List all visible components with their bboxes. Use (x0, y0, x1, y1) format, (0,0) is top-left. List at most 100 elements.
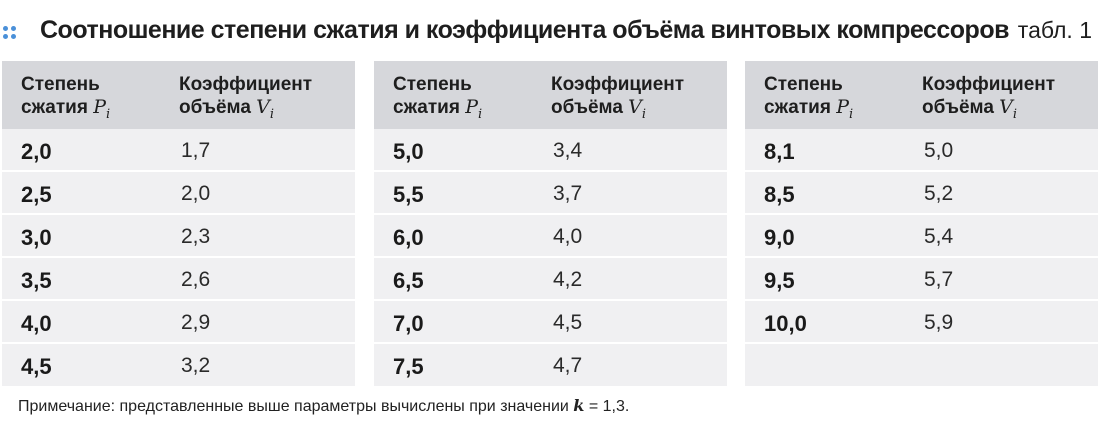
row-divider (374, 299, 727, 301)
symbol-v: V (999, 96, 1013, 118)
row-divider (745, 342, 1098, 344)
symbol-p: P (836, 96, 849, 118)
table-row: 6,5 4,2 (374, 258, 727, 301)
header-col2-line1: Коэффициент (551, 74, 685, 95)
table-number: табл. 1 (1017, 17, 1092, 43)
header-col2-line1: Коэффициент (922, 74, 1056, 95)
header-compression-ratio: Степень сжатия Pi (393, 74, 482, 126)
row-divider (745, 299, 1098, 301)
symbol-v-sub: i (1012, 106, 1018, 122)
volume-coefficient-cell: 3,2 (181, 354, 211, 377)
volume-coefficient-cell: 1,7 (181, 139, 211, 162)
compression-ratio-cell: 5,5 (393, 182, 424, 207)
footnote-prefix: Примечание: представленные выше параметр… (18, 398, 574, 415)
volume-coefficient-cell: 4,2 (553, 268, 583, 291)
table-row: 3,0 2,3 (2, 215, 355, 258)
header-col2-symbol: Vi (999, 96, 1017, 122)
table-row: 2,5 2,0 (2, 172, 355, 215)
compression-ratio-cell: 7,0 (393, 311, 424, 336)
symbol-v-sub: i (269, 106, 275, 122)
header-volume-coefficient: Коэффициент объёма Vi (922, 74, 1055, 126)
header-col2-line2: объёма (922, 97, 994, 118)
compression-ratio-cell: 8,1 (764, 139, 795, 164)
header-col1-symbol: Pi (836, 96, 853, 122)
table-row: 5,5 3,7 (374, 172, 727, 215)
compression-ratio-cell: 3,0 (21, 225, 52, 250)
table-header: Степень сжатия Pi Коэффициент объёма Vi (745, 61, 1098, 129)
compression-ratio-cell: 4,0 (21, 311, 52, 336)
volume-coefficient-cell: 5,2 (924, 182, 954, 205)
row-divider (374, 213, 727, 215)
table-row: 10,0 5,9 (745, 301, 1098, 344)
table-row: 9,0 5,4 (745, 215, 1098, 258)
header-col2-symbol: Vi (628, 96, 646, 122)
compression-ratio-cell: 7,5 (393, 354, 424, 379)
footnote-suffix: = 1,3. (584, 398, 630, 415)
header-compression-ratio: Степень сжатия Pi (764, 74, 853, 126)
table-row: 8,1 5,0 (745, 129, 1098, 172)
row-divider (2, 299, 355, 301)
bullet-dots-icon (3, 26, 19, 40)
volume-coefficient-cell: 3,4 (553, 139, 583, 162)
volume-coefficient-cell: 3,7 (553, 182, 583, 205)
header-compression-ratio: Степень сжатия Pi (21, 74, 110, 126)
compression-ratio-cell: 10,0 (764, 311, 807, 336)
volume-coefficient-cell: 4,7 (553, 354, 583, 377)
row-divider (374, 342, 727, 344)
symbol-p-sub: i (849, 106, 854, 122)
row-divider (745, 170, 1098, 172)
header-col2-line2: объёма (179, 97, 251, 118)
symbol-p-sub: i (106, 106, 111, 122)
table-row: 7,0 4,5 (374, 301, 727, 344)
symbol-p: P (93, 96, 106, 118)
row-divider (374, 256, 727, 258)
table-row: 3,5 2,6 (2, 258, 355, 301)
table-panel-2: Степень сжатия Pi Коэффициент объёма Vi 5,0 3… (374, 61, 727, 386)
symbol-p: P (465, 96, 478, 118)
compression-ratio-cell: 3,5 (21, 268, 52, 293)
footnote-symbol: k (573, 396, 585, 415)
volume-coefficient-cell: 2,9 (181, 311, 211, 334)
symbol-v: V (256, 96, 270, 118)
table-row: 5,0 3,4 (374, 129, 727, 172)
compression-ratio-cell: 4,5 (21, 354, 52, 379)
row-divider (2, 342, 355, 344)
header-col1-line1: Степень (393, 74, 472, 95)
row-divider (745, 256, 1098, 258)
header-volume-coefficient: Коэффициент объёма Vi (179, 74, 312, 126)
table-row: 4,5 3,2 (2, 344, 355, 386)
symbol-v: V (628, 96, 642, 118)
row-divider (374, 170, 727, 172)
footnote: Примечание: представленные выше параметр… (18, 396, 629, 416)
table-panel-1: Степень сжатия Pi Коэффициент объёма Vi 2,0 1… (2, 61, 355, 386)
table-header: Степень сжатия Pi Коэффициент объёма Vi (2, 61, 355, 129)
table-title: Соотношение степени сжатия и коэффициент… (40, 16, 1009, 44)
header-col2-line1: Коэффициент (179, 74, 313, 95)
volume-coefficient-cell: 2,0 (181, 182, 211, 205)
symbol-p-sub: i (478, 106, 483, 122)
table-header: Степень сжатия Pi Коэффициент объёма Vi (374, 61, 727, 129)
volume-coefficient-cell: 2,3 (181, 225, 211, 248)
compression-ratio-cell: 2,0 (21, 139, 52, 164)
table-row: 6,0 4,0 (374, 215, 727, 258)
header-col1-symbol: Pi (465, 96, 482, 122)
compression-ratio-cell: 6,5 (393, 268, 424, 293)
header-col1-line2: сжатия (393, 97, 460, 118)
row-divider (2, 213, 355, 215)
volume-coefficient-cell: 4,0 (553, 225, 583, 248)
row-divider (745, 213, 1098, 215)
volume-coefficient-cell: 5,0 (924, 139, 954, 162)
row-divider (2, 170, 355, 172)
volume-coefficient-cell: 5,9 (924, 311, 954, 334)
symbol-v-sub: i (641, 106, 647, 122)
volume-coefficient-cell: 5,7 (924, 268, 954, 291)
table-row: 8,5 5,2 (745, 172, 1098, 215)
title-row: Соотношение степени сжатия и коэффициент… (0, 16, 1100, 50)
header-col2-line2: объёма (551, 97, 623, 118)
header-col1-symbol: Pi (93, 96, 110, 122)
row-divider (2, 256, 355, 258)
table-row: 9,5 5,7 (745, 258, 1098, 301)
compression-ratio-cell: 6,0 (393, 225, 424, 250)
compression-ratio-cell: 9,5 (764, 268, 795, 293)
compression-ratio-cell: 2,5 (21, 182, 52, 207)
